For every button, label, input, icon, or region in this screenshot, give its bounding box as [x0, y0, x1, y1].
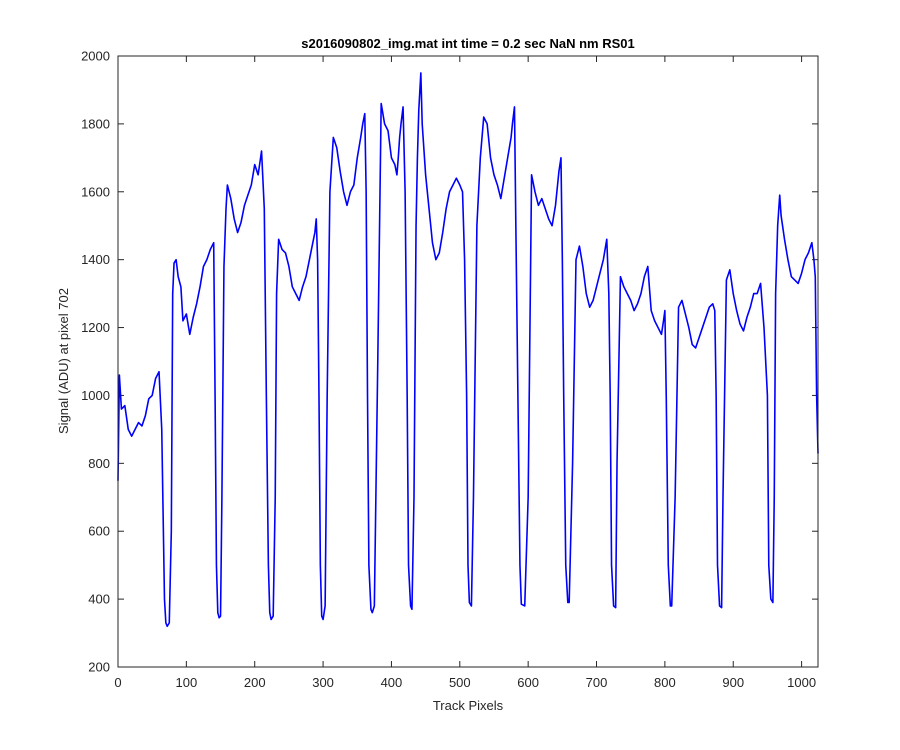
y-tick-label: 200 [88, 660, 110, 675]
x-tick-label: 1000 [787, 675, 816, 690]
chart-title: s2016090802_img.mat int time = 0.2 sec N… [301, 36, 635, 51]
x-tick-label: 300 [312, 675, 334, 690]
y-axis-label: Signal (ADU) at pixel 702 [56, 288, 71, 434]
plot-frame [117, 55, 819, 668]
x-axis-label: Track Pixels [433, 698, 504, 713]
x-tick-label: 200 [244, 675, 266, 690]
y-tick-label: 1200 [81, 320, 110, 335]
x-tick-label: 400 [381, 675, 403, 690]
y-axis-ticks: 200 400 600 800 1000 1200 1400 1600 1800 2000 [81, 49, 818, 675]
y-tick-label: 1400 [81, 252, 110, 267]
x-tick-label: 600 [517, 675, 539, 690]
x-tick-label: 700 [586, 675, 608, 690]
y-tick-label: 1800 [81, 116, 110, 131]
y-tick-label: 600 [88, 524, 110, 539]
x-tick-label: 800 [654, 675, 676, 690]
x-tick-label: 500 [449, 675, 471, 690]
y-tick-label: 400 [88, 592, 110, 607]
x-axis-ticks: 0 100 200 300 400 500 600 700 800 900 1000 [114, 56, 816, 690]
y-tick-label: 1000 [81, 388, 110, 403]
x-tick-label: 100 [176, 675, 198, 690]
y-tick-label: 2000 [81, 49, 110, 64]
y-tick-label: 1600 [81, 184, 110, 199]
x-tick-label: 0 [114, 675, 121, 690]
y-tick-label: 800 [88, 456, 110, 471]
x-tick-label: 900 [722, 675, 744, 690]
signal-line [117, 72, 819, 628]
